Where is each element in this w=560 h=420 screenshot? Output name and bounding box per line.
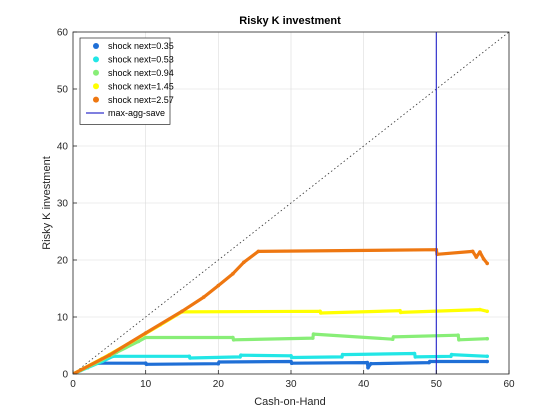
legend-entry: shock next=1.45	[108, 81, 174, 91]
legend-entry: shock next=0.53	[108, 55, 174, 65]
legend-marker	[93, 56, 99, 62]
series-1-point	[145, 363, 149, 367]
series-1-point	[428, 360, 432, 364]
x-tick-label: 20	[213, 379, 225, 390]
series-5-point	[257, 250, 261, 254]
legend-marker	[93, 70, 99, 76]
series-4-point	[485, 310, 489, 314]
series-3-point	[312, 332, 316, 336]
x-tick-label: 10	[140, 379, 152, 390]
series-2-point	[341, 353, 345, 357]
y-tick-label: 0	[62, 370, 68, 381]
series-4-point	[399, 311, 403, 315]
y-tick-label: 50	[57, 85, 69, 96]
y-tick-label: 30	[57, 199, 69, 210]
series-2-point	[188, 356, 192, 360]
series-1-point	[290, 361, 294, 365]
series-5-point	[471, 250, 475, 254]
series-5-point	[231, 272, 235, 276]
series-4-point	[478, 308, 482, 312]
series-3-point	[144, 336, 148, 340]
series-1-point	[369, 362, 373, 366]
series-2-point	[450, 353, 454, 357]
series-5-point	[482, 257, 486, 261]
x-axis-label: Cash-on-Hand	[254, 396, 326, 408]
series-5-point	[108, 353, 112, 357]
y-axis-label: Risky K investment	[41, 156, 53, 250]
series-5-point	[242, 261, 246, 265]
series-3-point	[311, 336, 315, 340]
y-tick-label: 20	[57, 256, 69, 267]
series-1-point	[217, 360, 221, 364]
x-tick-label: 50	[431, 379, 443, 390]
legend-entry: shock next=2.57	[108, 95, 174, 105]
series-1-point	[366, 366, 370, 370]
series-5-point	[180, 310, 184, 314]
series-line-1	[73, 362, 487, 375]
legend-marker	[93, 43, 99, 49]
series-3-point	[456, 333, 460, 337]
series-2-point	[413, 352, 417, 356]
series-5-point	[144, 331, 148, 335]
x-tick-label: 30	[285, 379, 297, 390]
x-tick-label: 0	[70, 379, 76, 390]
chart-title: Risky K investment	[239, 15, 341, 27]
series-3-point	[232, 338, 236, 342]
series-3-point	[485, 337, 489, 341]
series-5-point	[202, 295, 206, 299]
x-tick-label: 40	[358, 379, 370, 390]
series-5-point	[478, 250, 482, 254]
legend-entry: max-agg-save	[108, 108, 165, 118]
legend-entry: shock next=0.94	[108, 68, 174, 78]
legend-marker	[93, 97, 99, 103]
y-tick-label: 10	[57, 313, 69, 324]
y-tick-label: 40	[57, 142, 69, 153]
series-5-point	[485, 262, 489, 266]
series-3-point	[392, 335, 396, 339]
series-2-point	[414, 355, 418, 359]
series-1-point	[366, 361, 370, 365]
series-4-point	[319, 311, 323, 315]
series-1-point	[485, 360, 489, 364]
legend-marker	[93, 83, 99, 89]
series-5-point	[217, 284, 221, 288]
series-2-point	[485, 355, 489, 359]
series-3-point	[457, 338, 461, 342]
series-2-point	[239, 353, 243, 357]
y-tick-label: 60	[57, 28, 69, 39]
legend-entry: shock next=0.35	[108, 41, 174, 51]
series-2-point	[290, 356, 294, 360]
x-tick-label: 60	[503, 379, 515, 390]
series-5-point	[475, 255, 479, 259]
legend: shock next=0.35 shock next=0.53 shock next…	[80, 38, 174, 124]
